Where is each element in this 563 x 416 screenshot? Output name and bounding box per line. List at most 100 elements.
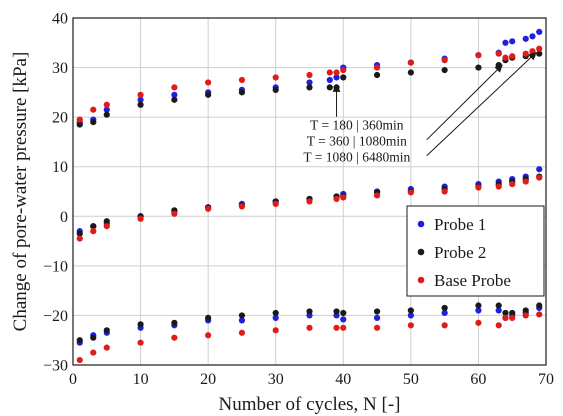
data-point: [272, 309, 279, 317]
data-point: [475, 307, 482, 314]
data-point: [441, 188, 448, 195]
data-point: [238, 317, 246, 324]
x-tick-label: 70: [538, 371, 554, 388]
data-point: [502, 314, 509, 322]
data-point: [306, 84, 313, 91]
data-point: [137, 91, 144, 98]
data-point: [238, 89, 246, 96]
data-point: [306, 198, 313, 205]
data-point: [475, 64, 482, 71]
data-point: [238, 203, 246, 210]
data-point: [522, 35, 529, 42]
data-point: [90, 119, 97, 126]
data-point: [509, 309, 516, 317]
data-point: [495, 183, 502, 190]
legend-label: Probe 1: [434, 215, 486, 234]
data-point: [373, 192, 381, 199]
legend: Probe 1 Probe 2 Base Probe: [406, 205, 545, 297]
data-point: [76, 337, 83, 344]
data-point: [340, 309, 347, 317]
data-point: [509, 38, 516, 45]
data-point: [205, 332, 212, 339]
data-point: [495, 322, 502, 329]
data-point: [272, 327, 279, 334]
x-tick-label: 40: [335, 371, 351, 388]
data-point: [475, 184, 482, 191]
data-point: [441, 57, 448, 64]
data-point: [76, 121, 83, 128]
y-tick-label: −30: [43, 358, 68, 375]
data-point: [171, 91, 178, 98]
data-point: [509, 53, 516, 60]
data-point: [373, 64, 381, 71]
data-point: [536, 166, 543, 173]
legend-box: [406, 205, 545, 297]
data-point: [373, 314, 381, 322]
data-point: [407, 189, 414, 196]
data-point: [306, 308, 313, 315]
data-point: [441, 304, 448, 312]
data-point: [76, 230, 83, 237]
data-point: [90, 334, 97, 341]
data-point: [326, 76, 333, 84]
data-point: [536, 50, 543, 57]
data-point: [205, 79, 212, 86]
data-point: [238, 76, 246, 84]
data-point: [340, 66, 347, 74]
x-tick-label: 60: [470, 371, 486, 388]
data-point: [333, 195, 340, 203]
data-point: [103, 327, 110, 334]
y-tick-label: 10: [52, 159, 68, 176]
data-point: [536, 174, 543, 181]
data-point: [522, 50, 529, 57]
x-tick-label: 0: [69, 371, 77, 388]
data-point: [522, 312, 529, 319]
data-point: [475, 302, 482, 309]
data-point: [441, 309, 448, 317]
data-point: [407, 312, 414, 319]
data-point: [306, 324, 313, 331]
data-point: [373, 71, 381, 79]
data-point: [373, 324, 381, 331]
data-point: [475, 52, 482, 59]
data-point: [495, 61, 502, 69]
data-point: [205, 91, 212, 98]
legend-marker: [417, 276, 425, 284]
y-axis-label: Change of pore-water pressure [kPa]: [10, 52, 31, 332]
data-point: [137, 215, 144, 222]
plot-frame: [72, 17, 547, 366]
data-point: [137, 101, 144, 108]
data-point: [272, 86, 279, 93]
data-point: [407, 322, 414, 329]
data-point: [509, 180, 516, 188]
data-point: [272, 74, 279, 81]
data-point: [76, 356, 83, 364]
data-point: [326, 69, 333, 76]
data-point: [103, 218, 110, 225]
x-tick-label: 20: [200, 371, 216, 388]
data-point: [103, 344, 110, 351]
data-point: [536, 311, 543, 318]
data-point: [238, 312, 246, 319]
data-point: [495, 307, 502, 314]
data-points: [76, 28, 543, 364]
data-point: [103, 106, 110, 113]
data-point: [441, 322, 448, 329]
annotation-arrow: [426, 64, 503, 141]
data-point: [333, 74, 340, 81]
data-point: [103, 111, 110, 118]
data-point: [171, 96, 178, 103]
data-point: [326, 84, 333, 91]
x-tick-label: 50: [403, 371, 419, 388]
data-point: [333, 308, 340, 315]
data-point: [502, 309, 509, 317]
data-point: [90, 228, 97, 235]
x-axis-label: Number of cycles, N [-]: [218, 394, 400, 415]
data-point: [529, 33, 536, 40]
data-point: [171, 334, 178, 341]
data-point: [171, 84, 178, 91]
data-point: [90, 223, 97, 230]
legend-label: Probe 2: [434, 243, 486, 262]
data-point: [103, 101, 110, 108]
